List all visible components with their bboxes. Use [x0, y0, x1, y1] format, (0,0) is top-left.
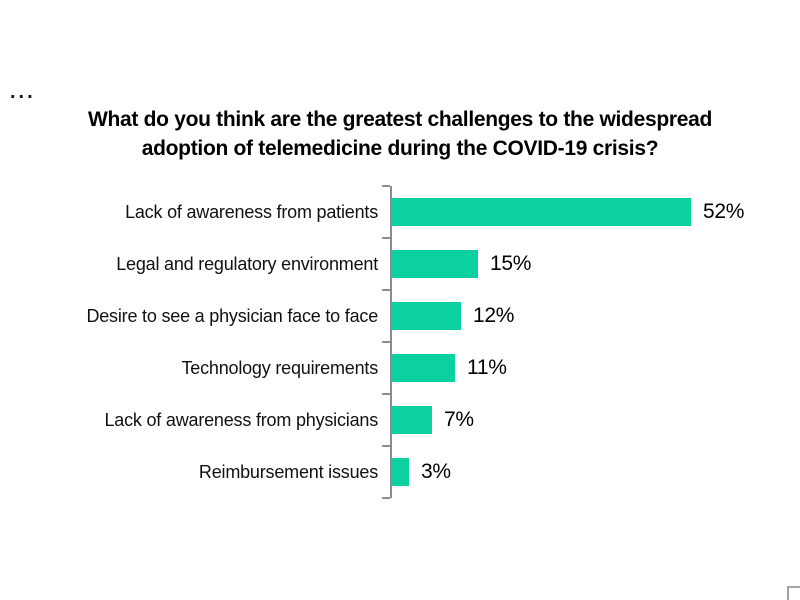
bar-row: Legal and regulatory environment 15%: [0, 238, 800, 290]
bar-row: Reimbursement issues 3%: [0, 446, 800, 498]
category-label: Desire to see a physician face to face: [86, 305, 378, 326]
value-label: 12%: [473, 304, 515, 327]
bar-row: Lack of awareness from patients 52%: [0, 186, 800, 238]
value-label: 52%: [703, 200, 745, 223]
value-label: 3%: [421, 460, 451, 483]
bar-row: Technology requirements 11%: [0, 342, 800, 394]
bar: [392, 302, 461, 330]
axis-tick: [382, 289, 390, 291]
axis-tick: [382, 237, 390, 239]
bar-row: Lack of awareness from physicians 7%: [0, 394, 800, 446]
bar: [392, 198, 691, 226]
bar-chart: Lack of awareness from patients 52% Legal …: [0, 185, 800, 499]
chart-title: What do you think are the greatest chall…: [50, 106, 750, 164]
partial-frame-icon: [787, 586, 800, 600]
bar: [392, 406, 432, 434]
category-label: Lack of awareness from patients: [125, 201, 378, 222]
value-label: 11%: [467, 356, 507, 379]
chart-title-line-2: adoption of telemedicine during the COVI…: [141, 136, 659, 160]
chart-title-line-1: What do you think are the greatest chall…: [87, 108, 713, 131]
category-label: Technology requirements: [181, 357, 378, 378]
category-label: Reimbursement issues: [198, 461, 378, 482]
axis-tick: [382, 445, 390, 447]
category-label: Lack of awareness from physicians: [104, 409, 378, 430]
value-label: 7%: [444, 408, 474, 431]
axis-tick: [382, 185, 390, 187]
axis-tick: [382, 341, 390, 343]
bar-row: Desire to see a physician face to face 12…: [0, 290, 800, 342]
bar: [392, 354, 455, 382]
category-label: Legal and regulatory environment: [116, 253, 378, 274]
ellipsis-marks: ...: [10, 81, 36, 103]
axis-tick: [382, 393, 390, 395]
value-label: 15%: [490, 252, 532, 275]
axis-tick: [382, 497, 390, 499]
bar: [392, 458, 409, 486]
y-axis-line: [390, 186, 392, 498]
bar: [392, 250, 478, 278]
